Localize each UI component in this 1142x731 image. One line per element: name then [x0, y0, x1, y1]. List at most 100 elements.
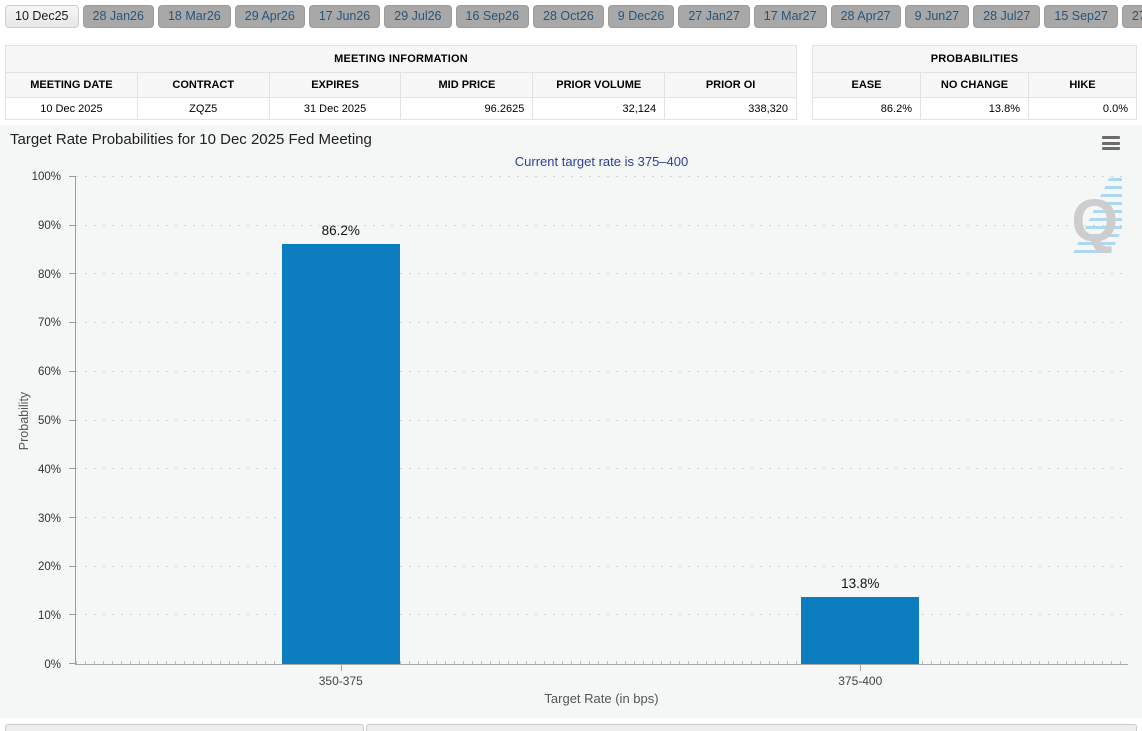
y-tick-40	[69, 468, 76, 470]
y-tick-label-40: 40%	[37, 463, 61, 476]
y-tick-label-80: 80%	[37, 268, 61, 281]
meeting-table-col-0: MEETING DATE	[5, 72, 138, 98]
prob-table-value-1: 13.8%	[920, 97, 1029, 120]
y-tick-0	[69, 663, 76, 664]
y-tick-70	[69, 322, 76, 324]
meeting-table-col-4: PRIOR VOLUME	[532, 72, 666, 98]
x-axis-title: Target Rate (in bps)	[544, 691, 659, 706]
meeting-table-value-2: 31 Dec 2025	[268, 97, 402, 120]
quikstrike-watermark: Q	[1052, 173, 1122, 255]
tab-17-mar27[interactable]: 17 Mar27	[753, 5, 827, 28]
y-tick-100	[69, 176, 76, 177]
prob-table-value-0: 86.2%	[812, 97, 921, 120]
meeting-date-tab-bar: 10 Dec25 28 Jan26 18 Mar26 29 Apr26 17 Jun26…	[5, 5, 1142, 28]
tab-9-jun27[interactable]: 9 Jun27	[904, 5, 970, 28]
y-tick-30	[69, 516, 76, 518]
meeting-table-col-3: MID PRICE	[400, 72, 534, 98]
gridline-80	[76, 273, 1128, 275]
y-tick-label-20: 20%	[37, 561, 61, 574]
meeting-table-value-0: 10 Dec 2025	[5, 97, 138, 120]
bar-value-label: 86.2%	[321, 223, 360, 239]
meeting-table-col-2: EXPIRES	[268, 72, 402, 98]
prob-table-col-1: NO CHANGE	[920, 72, 1029, 98]
probabilities-table: PROBABILITIES EASE NO CHANGE HIKE 86.2% 13.8%…	[812, 45, 1137, 120]
meeting-table-header-row: MEETING DATE CONTRACT EXPIRES MID PRICE PRIO…	[5, 72, 797, 98]
gridline-90	[76, 224, 1128, 226]
y-tick-label-70: 70%	[37, 317, 61, 330]
y-tick-label-90: 90%	[37, 219, 61, 232]
gridline-60	[76, 370, 1128, 372]
plot-area: Q 86.2% 350-375 13.8% 375-400	[69, 173, 1128, 688]
meeting-table-data-row: 10 Dec 2025 ZQZ5 31 Dec 2025 96.2625 32,124 3…	[5, 97, 797, 120]
category-label-375-400: 375-400	[838, 674, 883, 688]
meeting-table-title-row: MEETING INFORMATION	[5, 45, 797, 73]
next-table-cutoff	[5, 724, 1137, 731]
prob-table-data-row: 86.2% 13.8% 0.0%	[812, 97, 1137, 120]
meeting-information-table: MEETING INFORMATION MEETING DATE CONTRACT E…	[5, 45, 797, 120]
y-tick-80	[69, 273, 76, 275]
tab-10-dec25[interactable]: 10 Dec25	[5, 5, 79, 28]
tab-27-jan27[interactable]: 27 Jan27	[678, 5, 750, 28]
bar-375-400: 13.8%	[801, 576, 920, 664]
chart-menu-hamburger-icon[interactable]	[1102, 135, 1122, 151]
tab-18-mar26[interactable]: 18 Mar26	[157, 5, 231, 28]
y-tick-label-0: 0%	[44, 659, 61, 671]
summary-tables: MEETING INFORMATION MEETING DATE CONTRACT E…	[5, 45, 1137, 120]
prob-table-title-row: PROBABILITIES	[812, 45, 1137, 73]
gridline-70	[76, 322, 1128, 324]
x-axis-minor-ticks	[76, 661, 1128, 664]
meeting-table-value-1: ZQZ5	[136, 97, 270, 120]
meeting-table-value-3: 96.2625	[400, 97, 534, 120]
tab-17-jun26[interactable]: 17 Jun26	[308, 5, 381, 28]
tab-29-apr26[interactable]: 29 Apr26	[234, 5, 305, 28]
prob-table-value-2: 0.0%	[1028, 97, 1137, 120]
tab-29-jul26[interactable]: 29 Jul26	[384, 5, 452, 28]
gridline-20	[76, 565, 1128, 567]
tab-15-sep27[interactable]: 15 Sep27	[1044, 5, 1118, 28]
meeting-table-value-4: 32,124	[532, 97, 666, 120]
chart-section: Target Rate Probabilities for 10 Dec 202…	[0, 125, 1142, 718]
chart-subtitle: Current target rate is 375–400	[514, 154, 689, 169]
tab-28-apr27[interactable]: 28 Apr27	[830, 5, 901, 28]
next-table-left-header	[5, 724, 364, 731]
tab-9-dec26[interactable]: 9 Dec26	[607, 5, 675, 28]
meeting-table-title: MEETING INFORMATION	[5, 45, 797, 73]
y-tick-20	[69, 565, 76, 567]
watermark-stripes-icon	[1061, 173, 1122, 255]
tab-28-jul27[interactable]: 28 Jul27	[973, 5, 1041, 28]
tab-28-jan26[interactable]: 28 Jan26	[82, 5, 154, 28]
tab-27-oct27[interactable]: 27 Oct27	[1121, 5, 1142, 28]
y-axis-labels: 0% 10% 20% 30% 40% 50% 60% 70% 80% 90% 100%	[0, 171, 68, 671]
prob-table-title: PROBABILITIES	[812, 45, 1137, 73]
prob-table-col-0: EASE	[812, 72, 921, 98]
gridline-100	[76, 176, 1128, 177]
category-label-350-375: 350-375	[318, 674, 363, 688]
y-tick-label-60: 60%	[37, 366, 61, 379]
y-tick-label-50: 50%	[37, 415, 61, 427]
prob-table-header-row: EASE NO CHANGE HIKE	[812, 72, 1137, 98]
tab-28-oct26[interactable]: 28 Oct26	[533, 5, 604, 28]
gridline-10	[76, 614, 1128, 616]
hamburger-bar	[1102, 136, 1120, 139]
bar-value-label: 13.8%	[841, 575, 880, 591]
watermark-q-letter: Q	[1071, 187, 1118, 254]
meeting-table-value-5: 338,320	[664, 97, 797, 120]
bar-350-375: 86.2%	[281, 223, 400, 664]
y-tick-60	[69, 370, 76, 372]
y-tick-50	[69, 419, 76, 421]
category-tick-375-400	[860, 664, 862, 671]
y-tick-label-100: 100%	[31, 171, 61, 183]
meeting-table-col-5: PRIOR OI	[664, 72, 797, 98]
y-tick-10	[69, 614, 76, 616]
prob-table-col-2: HIKE	[1028, 72, 1137, 98]
y-axis-title: Probability	[17, 391, 31, 451]
hamburger-bar	[1102, 147, 1120, 150]
y-tick-90	[69, 224, 76, 226]
next-table-right-header	[366, 724, 1137, 731]
gridline-40	[76, 468, 1128, 470]
tab-16-sep26[interactable]: 16 Sep26	[455, 5, 530, 28]
chart-title: Target Rate Probabilities for 10 Dec 202…	[10, 131, 372, 148]
category-tick-350-375	[340, 664, 342, 671]
y-tick-label-30: 30%	[37, 512, 61, 525]
